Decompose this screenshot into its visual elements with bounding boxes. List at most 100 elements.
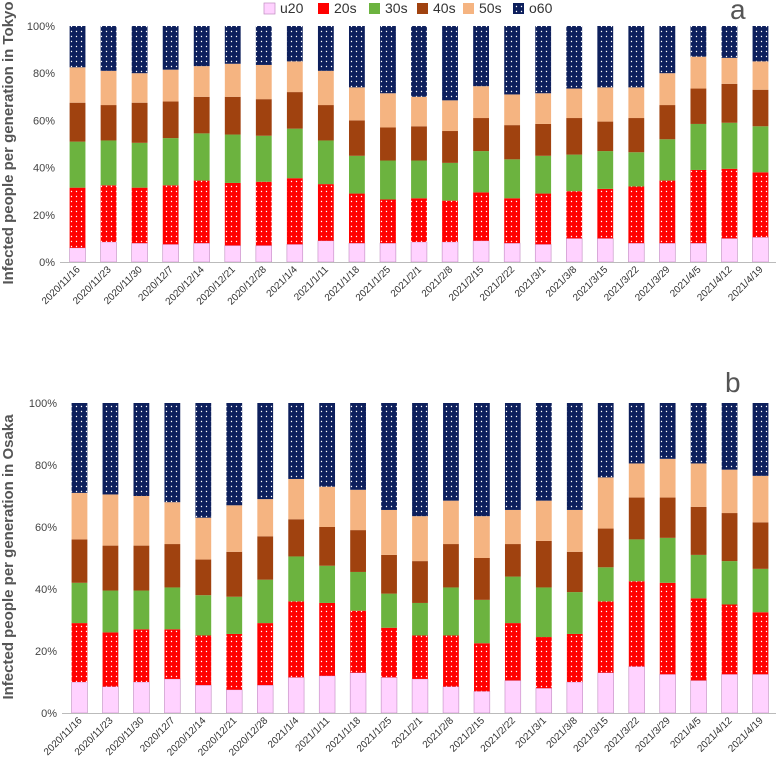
bar-segment-pattern [257,403,274,500]
bar-segment-pattern [411,26,427,97]
bar-segment-pattern [504,198,521,244]
bar-segment-40s [286,92,303,129]
bar-segment-40s [690,506,707,555]
bar-segment-pattern [317,26,334,71]
bar-segment-30s [380,160,396,200]
bar-segment-40s [535,540,552,588]
bar-segment-50s [100,70,117,106]
bar-segment-pattern [100,185,117,242]
bar-segment-40s [100,105,117,141]
bar-segment-50s [350,489,366,531]
bar-segment-30s [102,590,119,633]
bar-segment-40s [381,554,397,594]
bar-segment-u20 [472,240,490,263]
bar-segment-pattern [350,403,366,490]
bar-segment-40s [442,131,458,163]
bar-segment-u20 [659,242,676,263]
bar-segment-pattern [381,403,397,510]
bar-segment-u20 [690,680,707,714]
bar-segment-50s [690,463,707,507]
bar-segment-pattern [71,623,88,682]
bar-segment-50s [317,70,334,106]
bar-segment-50s [102,494,119,546]
bar-segment-u20 [226,689,243,714]
bar-segment-50s [443,500,459,545]
y-tick-label: 60% [35,522,57,534]
bar-segment-30s [348,155,365,194]
bar-segment-pattern [566,633,583,682]
bar-segment-50s [659,73,676,106]
bar-segment-pattern [535,637,552,689]
bar-segment-50s [659,458,676,498]
bar-segment-u20 [410,241,428,263]
bar-segment-30s [381,593,397,628]
bar-segment-50s [628,463,645,498]
legend-label-50s: 50s [479,0,502,16]
bar-segment-30s [752,568,769,613]
bar-segment-u20 [133,681,150,714]
bar-segment-30s [659,139,676,181]
bar-segment-pattern [102,403,119,495]
bar-segment-50s [133,496,150,546]
bar-segment-pattern [443,635,459,687]
bar-segment-u20 [628,242,645,263]
bar-segment-40s [131,102,148,143]
bar-segment-pattern [286,178,303,245]
bar-segment-pattern [442,200,458,242]
bar-segment-pattern [473,192,490,241]
bar-segment-40s [193,96,210,134]
bar-segment-pattern [288,403,305,479]
bar-segment-pattern [412,403,428,517]
bar-segment-50s [473,86,490,119]
bar-segment-30s [412,602,428,636]
bar-segment-pattern [226,403,243,506]
bar-segment-40s [504,125,521,160]
bar-segment-30s [100,140,117,186]
bar-segment-pattern [319,403,336,487]
bar-segment-30s [443,587,459,636]
bar-segment-pattern [317,184,334,241]
bar-segment-30s [566,154,583,192]
bar-segment-40s [752,89,769,127]
bar-segment-u20 [503,242,521,263]
bar-segment-u20 [71,681,88,714]
bar-segment-pattern [162,26,179,70]
bar-segment-50s [504,509,521,545]
bar-segment-pattern [473,26,490,87]
bar-segment-50s [442,100,458,132]
bar-segment-40s [380,127,396,161]
bar-segment-pattern [226,633,243,690]
bar-segment-40s [535,123,552,156]
bar-segment-pattern [193,180,210,244]
bar-segment-40s [473,118,490,152]
bar-segment-30s [504,159,521,199]
bar-segment-pattern [195,403,212,518]
y-tick-label: 20% [35,646,57,658]
bar-segment-pattern [131,187,148,244]
bar-segment-50s [348,87,365,121]
bar-segment-30s [193,133,210,181]
bar-segment-40s [133,545,150,591]
legend-label-o60: o60 [529,0,553,16]
bar-segment-50s [721,469,738,514]
bar-segment-pattern [721,26,738,58]
bar-segment-30s [133,590,150,630]
bar-segment-pattern [659,582,676,675]
bar-segment-pattern [255,181,272,246]
bar-segment-50s [257,499,274,537]
bar-segment-50s [535,93,552,124]
bar-segment-30s [257,579,274,624]
bar-segment-30s [721,561,738,605]
bar-segment-30s [442,162,458,201]
bar-segment-50s [597,477,614,529]
y-tick-label: 100% [27,21,55,33]
bar-segment-pattern [690,26,707,57]
bar-segment-pattern [566,191,583,239]
bar-segment-30s [566,592,583,634]
bar-segment-pattern [504,623,521,681]
bar-segment-30s [411,160,427,199]
bar-segment-pattern [350,610,366,673]
bar-segment-30s [71,582,88,624]
x-tick-label: 2021/2/1 [389,264,425,300]
bar-segment-40s [474,558,490,600]
